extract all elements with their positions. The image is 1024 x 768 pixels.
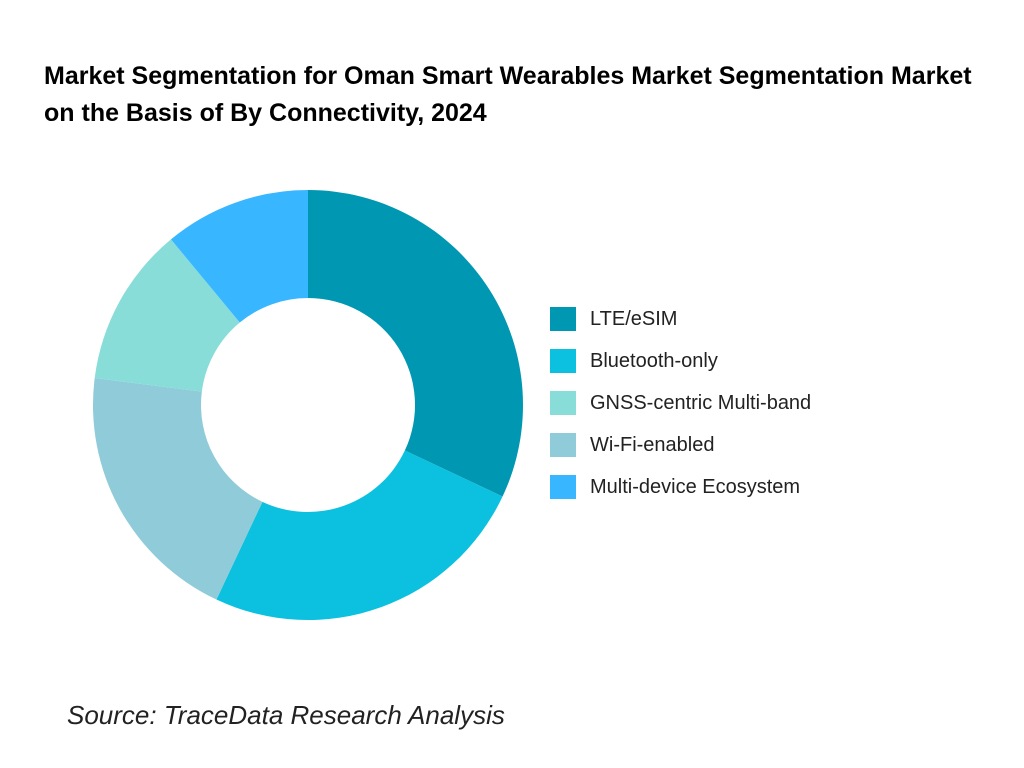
legend: LTE/eSIM Bluetooth-only GNSS-centric Multi…: [550, 298, 811, 508]
slice-gnss-centric-multi-band: [94, 239, 240, 392]
slice-wi-fi-enabled: [93, 378, 263, 600]
chart-title: Market Segmentation for Oman Smart Weara…: [44, 62, 972, 127]
legend-swatch: [550, 475, 576, 499]
legend-item: Bluetooth-only: [550, 340, 811, 382]
slice-lte-esim: [308, 190, 523, 497]
slice-bluetooth-only: [216, 450, 503, 620]
legend-swatch: [550, 307, 576, 331]
legend-label: Bluetooth-only: [590, 349, 718, 372]
legend-item: GNSS-centric Multi-band: [550, 382, 811, 424]
slice-multi-device-ecosystem: [170, 190, 308, 323]
legend-swatch: [550, 391, 576, 415]
legend-label: Multi-device Ecosystem: [590, 475, 801, 498]
legend-item: Multi-device Ecosystem: [550, 466, 811, 508]
legend-item: Wi-Fi-enabled: [550, 424, 811, 466]
legend-item: LTE/eSIM: [550, 298, 811, 340]
legend-label: LTE/eSIM: [590, 307, 678, 330]
legend-label: Wi-Fi-enabled: [590, 433, 715, 456]
source-note: Source: TraceData Research Analysis: [67, 700, 505, 730]
legend-swatch: [550, 433, 576, 457]
legend-label: GNSS-centric Multi-band: [590, 391, 812, 414]
legend-swatch: [550, 349, 576, 373]
